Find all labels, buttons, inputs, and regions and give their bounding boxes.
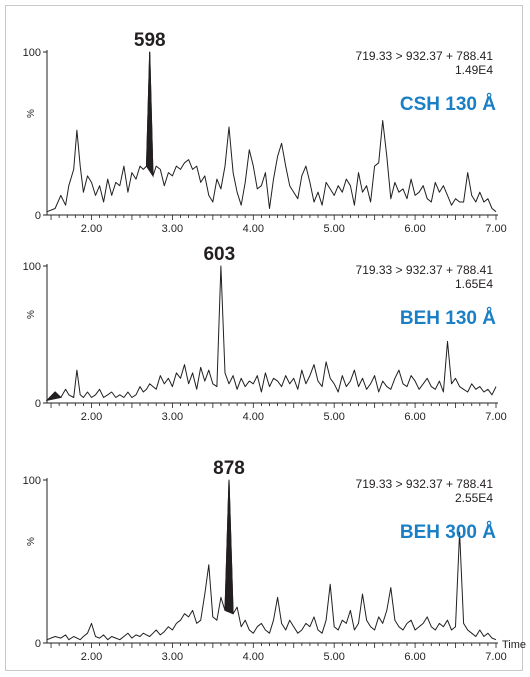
panel-3-peak-fill [224, 479, 234, 615]
panel-2-x-tick-label: 5.00 [323, 411, 344, 423]
panel-3-x-tick-label: 6.00 [404, 651, 425, 663]
panel-3-trace-line [46, 479, 497, 641]
panel-3-x-tick-label: 5.00 [323, 651, 344, 663]
panel-1-y-tick-label: 0 [35, 210, 41, 222]
panel-1-peak-label: 598 [134, 30, 166, 51]
panel-1-peak-fill [145, 51, 154, 178]
panel-3-y-tick-label: 100 [23, 475, 41, 487]
panel-1-x-tick-label: 3.00 [162, 223, 183, 235]
panel-2-trace-line [46, 265, 497, 401]
panel-3-y-tick-label: 0 [35, 638, 41, 650]
panel-2-x-tick-label: 3.00 [162, 411, 183, 423]
panel-1-x-tick-label: 6.00 [404, 223, 425, 235]
panel-2-peak-fill [45, 391, 62, 402]
panel-2-transition-text: 719.33 > 932.37 + 788.41 [356, 263, 494, 277]
panel-3-transition-text: 719.33 > 932.37 + 788.41 [356, 477, 494, 491]
panel-3-x-tick-label: 4.00 [243, 651, 264, 663]
panel-3-x-tick-label: 2.00 [81, 651, 102, 663]
panel-3-intensity-text: 2.55E4 [455, 491, 493, 505]
panel-2-y-tick-label: 0 [35, 398, 41, 410]
panel-3-column-label: BEH 300 Å [400, 522, 496, 543]
panel-2-y-tick-label: 100 [23, 261, 41, 273]
panel-1-trace-line [46, 51, 497, 213]
panel-2-y-axis-label: % [26, 310, 37, 319]
panel-3-peak-label: 878 [213, 458, 245, 479]
panel-2-column-label: BEH 130 Å [400, 308, 496, 329]
panel-2-peak-label: 603 [203, 244, 235, 265]
panel-1-transition-text: 719.33 > 932.37 + 788.41 [356, 49, 494, 63]
panel-1-y-axis-label: % [26, 109, 37, 118]
panel-3-y-axis-label: % [26, 537, 37, 546]
panel-1-x-tick-label: 4.00 [243, 223, 264, 235]
panel-1-x-tick-label: 5.00 [323, 223, 344, 235]
panel-1-x-tick-label: 7.00 [485, 223, 506, 235]
figure-frame [5, 5, 523, 671]
panel-1-column-label: CSH 130 Å [400, 94, 496, 115]
panel-2-x-tick-label: 6.00 [404, 411, 425, 423]
panel-3-x-tick-label: 7.00 [485, 651, 506, 663]
panel-2-intensity-text: 1.65E4 [455, 277, 493, 291]
panel-3-x-tick-label: 3.00 [162, 651, 183, 663]
panel-2-x-tick-label: 4.00 [243, 411, 264, 423]
panel-1-y-tick-label: 100 [23, 47, 41, 59]
panel-2-x-tick-label: 2.00 [81, 411, 102, 423]
panel-1-intensity-text: 1.49E4 [455, 63, 493, 77]
panel-2-x-tick-label: 7.00 [485, 411, 506, 423]
panel-3-x-axis-label: Time [502, 639, 526, 651]
panel-1-x-tick-label: 2.00 [81, 223, 102, 235]
